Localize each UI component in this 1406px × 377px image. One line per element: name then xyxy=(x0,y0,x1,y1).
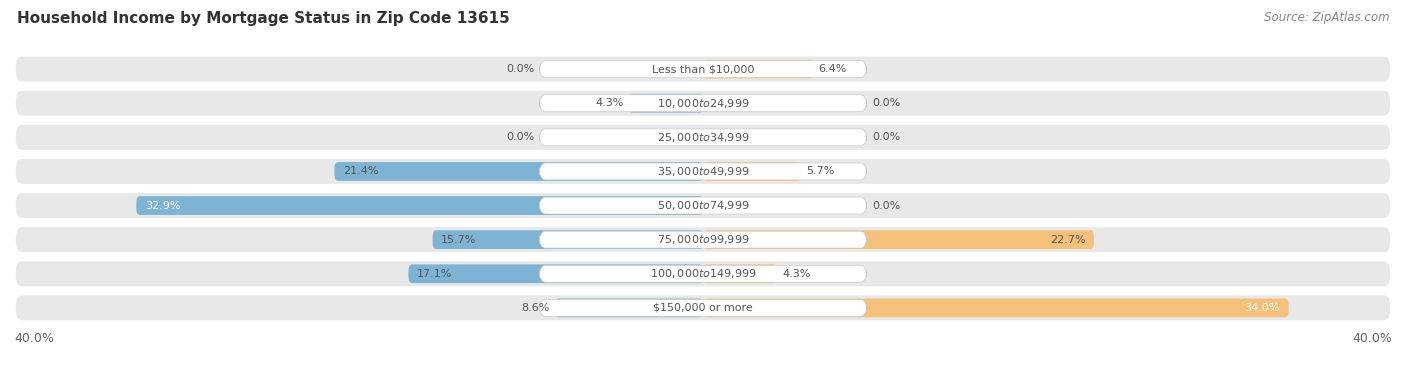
Text: 0.0%: 0.0% xyxy=(506,132,534,143)
Text: 34.0%: 34.0% xyxy=(1244,303,1279,313)
FancyBboxPatch shape xyxy=(433,230,703,249)
Text: 5.7%: 5.7% xyxy=(807,166,835,176)
FancyBboxPatch shape xyxy=(540,95,866,112)
Text: $100,000 to $149,999: $100,000 to $149,999 xyxy=(650,267,756,280)
FancyBboxPatch shape xyxy=(628,94,703,113)
FancyBboxPatch shape xyxy=(15,91,1391,116)
FancyBboxPatch shape xyxy=(15,261,1391,286)
FancyBboxPatch shape xyxy=(540,163,866,180)
Text: 8.6%: 8.6% xyxy=(522,303,550,313)
FancyBboxPatch shape xyxy=(555,299,703,317)
Text: Less than $10,000: Less than $10,000 xyxy=(652,64,754,74)
Text: 40.0%: 40.0% xyxy=(14,333,53,345)
FancyBboxPatch shape xyxy=(703,264,778,283)
FancyBboxPatch shape xyxy=(15,57,1391,81)
Text: 22.7%: 22.7% xyxy=(1050,234,1085,245)
Text: $150,000 or more: $150,000 or more xyxy=(654,303,752,313)
Text: 6.4%: 6.4% xyxy=(818,64,846,74)
Text: 4.3%: 4.3% xyxy=(782,269,811,279)
FancyBboxPatch shape xyxy=(703,230,1094,249)
Text: $10,000 to $24,999: $10,000 to $24,999 xyxy=(657,97,749,110)
FancyBboxPatch shape xyxy=(15,296,1391,320)
FancyBboxPatch shape xyxy=(540,61,866,78)
FancyBboxPatch shape xyxy=(15,193,1391,218)
Text: 32.9%: 32.9% xyxy=(145,201,180,211)
FancyBboxPatch shape xyxy=(136,196,703,215)
FancyBboxPatch shape xyxy=(540,231,866,248)
Text: 40.0%: 40.0% xyxy=(1353,333,1392,345)
Text: 17.1%: 17.1% xyxy=(418,269,453,279)
Text: 4.3%: 4.3% xyxy=(595,98,624,108)
FancyBboxPatch shape xyxy=(540,197,866,214)
FancyBboxPatch shape xyxy=(540,129,866,146)
FancyBboxPatch shape xyxy=(15,159,1391,184)
Text: $75,000 to $99,999: $75,000 to $99,999 xyxy=(657,233,749,246)
FancyBboxPatch shape xyxy=(540,299,866,316)
Text: Source: ZipAtlas.com: Source: ZipAtlas.com xyxy=(1264,11,1389,24)
Text: $25,000 to $34,999: $25,000 to $34,999 xyxy=(657,131,749,144)
Text: Household Income by Mortgage Status in Zip Code 13615: Household Income by Mortgage Status in Z… xyxy=(17,11,509,26)
FancyBboxPatch shape xyxy=(703,299,1289,317)
Text: 0.0%: 0.0% xyxy=(872,201,900,211)
FancyBboxPatch shape xyxy=(703,60,813,78)
FancyBboxPatch shape xyxy=(540,265,866,282)
FancyBboxPatch shape xyxy=(409,264,703,283)
Text: $35,000 to $49,999: $35,000 to $49,999 xyxy=(657,165,749,178)
FancyBboxPatch shape xyxy=(15,125,1391,150)
FancyBboxPatch shape xyxy=(15,227,1391,252)
Text: 21.4%: 21.4% xyxy=(343,166,378,176)
FancyBboxPatch shape xyxy=(703,162,801,181)
Text: 15.7%: 15.7% xyxy=(441,234,477,245)
FancyBboxPatch shape xyxy=(335,162,703,181)
Text: 0.0%: 0.0% xyxy=(872,98,900,108)
Text: 0.0%: 0.0% xyxy=(872,132,900,143)
Text: 0.0%: 0.0% xyxy=(506,64,534,74)
Text: $50,000 to $74,999: $50,000 to $74,999 xyxy=(657,199,749,212)
